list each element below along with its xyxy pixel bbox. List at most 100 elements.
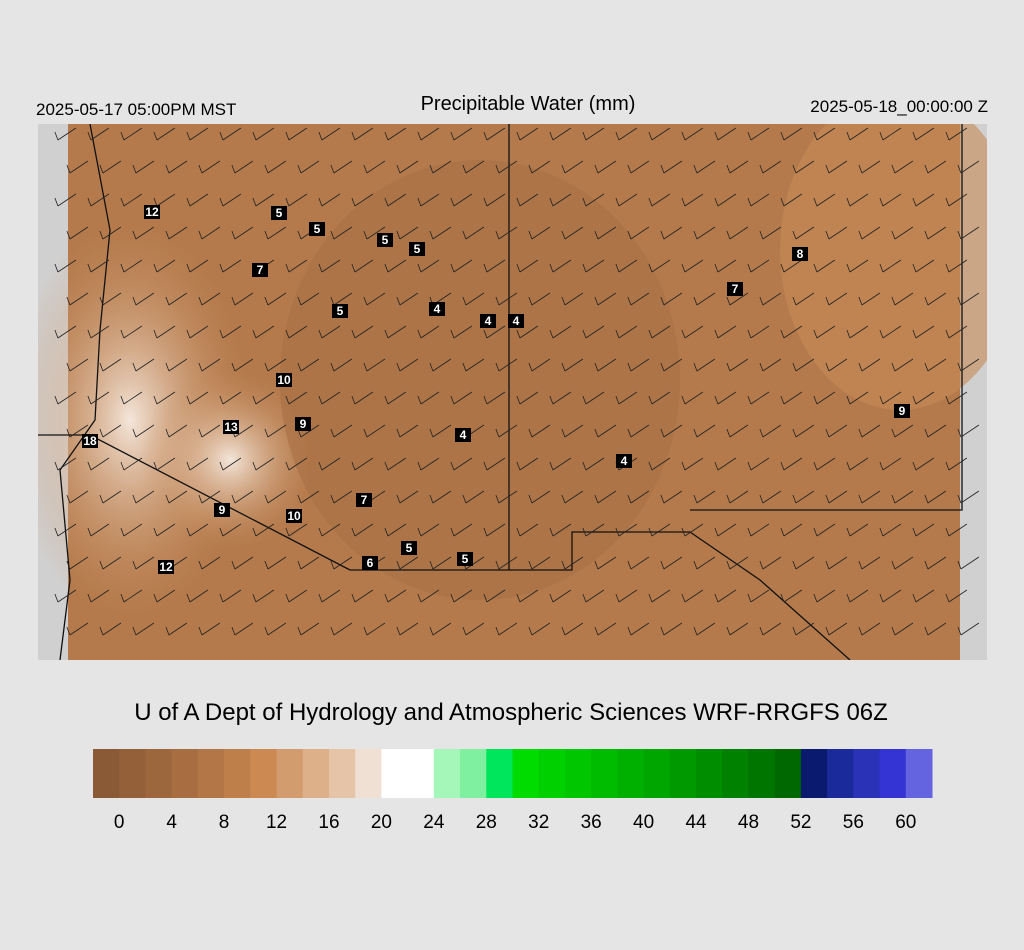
barb (99, 424, 122, 438)
barb (351, 523, 374, 537)
barb (351, 127, 374, 141)
barb (516, 127, 539, 141)
colorbar-bin (853, 749, 881, 798)
barb (714, 127, 737, 141)
barb (384, 589, 407, 603)
barb (924, 490, 947, 504)
colorbar-bin (171, 749, 199, 798)
barb (264, 226, 287, 240)
barb (825, 424, 848, 438)
barb (516, 589, 539, 603)
barb (384, 259, 407, 273)
barb (450, 391, 473, 405)
barb (726, 358, 749, 372)
colorbar-tick-label: 52 (790, 812, 811, 833)
barb (846, 259, 869, 273)
barb (297, 622, 320, 636)
station-value: 18 (83, 434, 97, 448)
barb (87, 193, 110, 207)
barb (516, 391, 539, 405)
barb (549, 193, 572, 207)
barb (528, 358, 551, 372)
colorbar-bin (905, 749, 933, 798)
colorbar-bin (879, 749, 907, 798)
barb (813, 523, 836, 537)
barb (792, 424, 815, 438)
barb (825, 556, 848, 570)
barb (825, 358, 848, 372)
barb (120, 127, 143, 141)
barb (615, 193, 638, 207)
barb (495, 424, 518, 438)
colorbar-bin (827, 749, 854, 798)
barb (660, 424, 683, 438)
colorbar-bin (538, 749, 566, 798)
barb (945, 193, 968, 207)
barb (495, 292, 518, 306)
barb (693, 556, 716, 570)
barb (99, 556, 122, 570)
barb (483, 127, 506, 141)
barb (54, 391, 77, 405)
station-value: 4 (434, 302, 441, 316)
barb (693, 490, 716, 504)
station-value: 5 (382, 233, 389, 247)
barb (132, 160, 155, 174)
barb (957, 292, 980, 306)
barb (582, 193, 605, 207)
barb (726, 292, 749, 306)
barb (660, 292, 683, 306)
barb (99, 358, 122, 372)
barb (87, 259, 110, 273)
barb (417, 391, 440, 405)
barb (462, 292, 485, 306)
barb (615, 523, 638, 537)
barb (165, 292, 188, 306)
barb (120, 589, 143, 603)
barb (87, 391, 110, 405)
barb (681, 259, 704, 273)
barb (549, 325, 572, 339)
barb (627, 358, 650, 372)
barb (879, 589, 902, 603)
barb (693, 160, 716, 174)
barb (87, 589, 110, 603)
barb (219, 193, 242, 207)
station-box (480, 314, 496, 328)
colorbar-tick-label: 12 (266, 812, 287, 833)
barb (483, 391, 506, 405)
colorbar-tick-label: 0 (114, 812, 125, 833)
station-value: 7 (257, 263, 264, 277)
barb (561, 556, 584, 570)
barb (297, 292, 320, 306)
station-value: 5 (337, 304, 344, 318)
barb (495, 226, 518, 240)
colorbar-tick-label: 56 (843, 812, 864, 833)
station-box (429, 302, 445, 316)
barb (780, 127, 803, 141)
barb (516, 523, 539, 537)
colorbar-tick-label: 8 (219, 812, 230, 833)
colorbar-tick-label: 20 (371, 812, 392, 833)
colorbar-bin (460, 749, 487, 798)
barb (417, 259, 440, 273)
station-value: 10 (287, 509, 301, 523)
barb (120, 391, 143, 405)
valid-local: 2025-05-17 05:00PM MST (36, 100, 236, 119)
barb (759, 622, 782, 636)
barb (186, 523, 209, 537)
station-value: 4 (485, 314, 492, 328)
barb (825, 160, 848, 174)
colorbar-bin (224, 749, 251, 798)
barb (384, 391, 407, 405)
barb (759, 226, 782, 240)
barb (396, 160, 419, 174)
station-value: 9 (300, 417, 307, 431)
barb (627, 622, 650, 636)
barb (780, 259, 803, 273)
barb (495, 622, 518, 636)
barb (231, 160, 254, 174)
barb (396, 424, 419, 438)
barb (594, 622, 617, 636)
